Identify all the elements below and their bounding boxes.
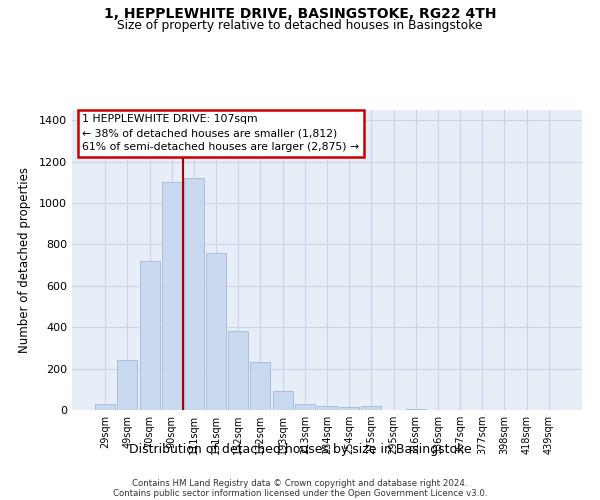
Text: 1, HEPPLEWHITE DRIVE, BASINGSTOKE, RG22 4TH: 1, HEPPLEWHITE DRIVE, BASINGSTOKE, RG22 … bbox=[104, 8, 496, 22]
Bar bbox=[295, 404, 315, 410]
Text: Contains public sector information licensed under the Open Government Licence v3: Contains public sector information licen… bbox=[113, 489, 487, 498]
Bar bbox=[228, 332, 248, 410]
Bar bbox=[95, 404, 115, 410]
Y-axis label: Number of detached properties: Number of detached properties bbox=[17, 167, 31, 353]
Bar bbox=[250, 362, 271, 410]
Bar bbox=[361, 406, 382, 410]
Bar bbox=[184, 178, 204, 410]
Text: Distribution of detached houses by size in Basingstoke: Distribution of detached houses by size … bbox=[128, 442, 472, 456]
Bar bbox=[406, 409, 426, 410]
Bar bbox=[162, 182, 182, 410]
Text: Contains HM Land Registry data © Crown copyright and database right 2024.: Contains HM Land Registry data © Crown c… bbox=[132, 479, 468, 488]
Bar bbox=[317, 406, 337, 410]
Text: 1 HEPPLEWHITE DRIVE: 107sqm
← 38% of detached houses are smaller (1,812)
61% of : 1 HEPPLEWHITE DRIVE: 107sqm ← 38% of det… bbox=[82, 114, 359, 152]
Bar bbox=[206, 253, 226, 410]
Bar bbox=[140, 261, 160, 410]
Bar bbox=[339, 407, 359, 410]
Bar bbox=[118, 360, 137, 410]
Text: Size of property relative to detached houses in Basingstoke: Size of property relative to detached ho… bbox=[117, 19, 483, 32]
Bar bbox=[272, 392, 293, 410]
